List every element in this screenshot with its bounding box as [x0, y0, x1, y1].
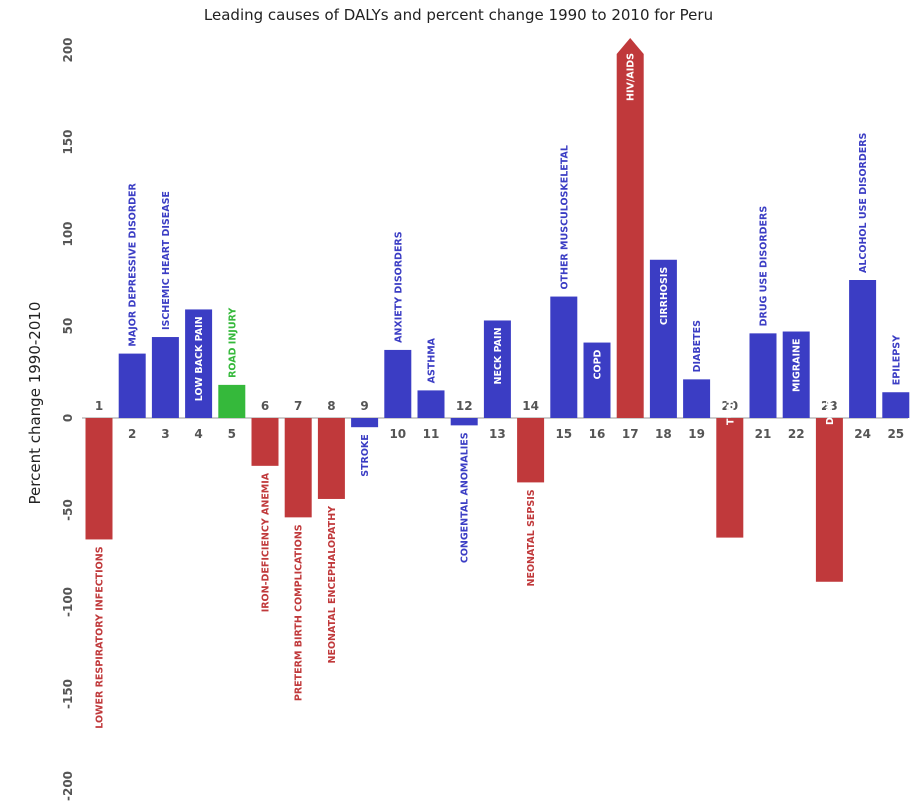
bar	[218, 384, 246, 418]
cause-label: PRETERM BIRTH COMPLICATIONS	[294, 524, 305, 701]
bar	[85, 418, 113, 540]
rank-label: 15	[555, 427, 572, 441]
bar	[185, 309, 213, 418]
bar	[450, 418, 478, 426]
rank-label: 11	[423, 427, 440, 441]
rank-label: 16	[589, 427, 606, 441]
bar	[749, 333, 777, 418]
cause-label: DIARRHEAL DISEASES	[825, 308, 836, 425]
y-tick-label: 50	[61, 318, 75, 335]
bar	[882, 392, 910, 418]
cause-label: DRUG USE DISORDERS	[759, 206, 770, 327]
y-tick-label: -100	[61, 587, 75, 617]
rank-label: 3	[161, 427, 169, 441]
cause-label: TUBERCULOSIS	[725, 344, 736, 425]
cause-label: COPD	[593, 349, 604, 379]
y-tick-label: 0	[61, 414, 75, 422]
cause-label: NEONATAL ENCEPHALOPATHY	[327, 506, 338, 664]
cause-label: OTHER MUSCULOSKELETAL	[559, 145, 570, 290]
bar	[517, 418, 545, 483]
cause-label: CIRRHOSIS	[659, 267, 670, 326]
cause-label: LOW BACK PAIN	[194, 316, 205, 401]
rank-label: 10	[389, 427, 406, 441]
cause-label: EPILEPSY	[891, 335, 902, 385]
cause-label: ALCOHOL USE DISORDERS	[858, 132, 869, 273]
rank-label: 8	[327, 399, 335, 413]
bar	[317, 418, 345, 499]
y-tick-label: -200	[61, 771, 75, 801]
bar	[649, 259, 677, 418]
rank-label: 4	[194, 427, 202, 441]
cause-label: IRON-DEFICIENCY ANEMIA	[261, 472, 272, 612]
bar	[251, 418, 279, 466]
bar	[284, 418, 312, 518]
rank-label: 24	[854, 427, 871, 441]
cause-label: STROKE	[360, 434, 371, 477]
cause-label: MAJOR DEPRESSIVE DISORDER	[128, 182, 139, 346]
rank-label: 5	[228, 427, 236, 441]
bar	[716, 418, 744, 538]
bar	[782, 331, 810, 418]
rank-label: 9	[360, 399, 368, 413]
rank-label: 20	[721, 399, 738, 413]
cause-label: CONGENTAL ANOMALIES	[460, 432, 471, 563]
bar	[683, 379, 711, 418]
rank-label: 19	[688, 427, 705, 441]
cause-label: LOWER RESPIRATORY INFECTIONS	[95, 546, 106, 728]
cause-label: NEONATAL SEPSIS	[526, 489, 537, 586]
bars-group	[85, 38, 910, 582]
rank-label: 2	[128, 427, 136, 441]
bar	[483, 320, 511, 418]
bar	[118, 353, 146, 418]
rank-label: 12	[456, 399, 473, 413]
cause-label: NECK PAIN	[493, 327, 504, 384]
rank-label: 6	[261, 399, 269, 413]
cause-label: DIABETES	[692, 320, 703, 372]
rank-label: 18	[655, 427, 672, 441]
rank-label: 21	[755, 427, 772, 441]
y-tick-label: 200	[61, 37, 75, 62]
rank-label: 25	[887, 427, 904, 441]
bar	[417, 390, 445, 418]
bar	[384, 349, 412, 418]
bar	[351, 418, 379, 428]
bar	[583, 342, 611, 418]
bar	[550, 296, 578, 418]
bar	[849, 280, 877, 418]
rank-label: 17	[622, 427, 639, 441]
cause-label: ANXIETY DISORDERS	[393, 231, 404, 343]
cause-labels-group: LOWER RESPIRATORY INFECTIONS MAJOR DEPRES…	[95, 53, 903, 729]
cause-label: ISCHEMIC HEART DISEASE	[161, 191, 172, 330]
y-tick-label: 150	[61, 129, 75, 154]
rank-label: 14	[522, 399, 539, 413]
rank-label: 1	[95, 399, 103, 413]
cause-label: ASTHMA	[427, 337, 438, 383]
chart-title: Leading causes of DALYs and percent chan…	[203, 6, 714, 24]
bar	[151, 337, 179, 418]
cause-label: HIV/AIDS	[626, 53, 637, 101]
rank-label: 22	[788, 427, 805, 441]
y-axis-ticks: -200 -150 -100 -50 0 50 100 150 200	[61, 37, 75, 801]
bar	[616, 38, 644, 418]
rank-label: 23	[821, 399, 838, 413]
rank-label: 13	[489, 427, 506, 441]
rank-label: 7	[294, 399, 302, 413]
y-tick-label: -150	[61, 679, 75, 709]
bar	[815, 418, 843, 582]
cause-label: ROAD INJURY	[227, 308, 238, 378]
y-tick-label: 100	[61, 221, 75, 246]
y-tick-label: -50	[61, 499, 75, 521]
cause-label: MIGRAINE	[792, 339, 803, 392]
